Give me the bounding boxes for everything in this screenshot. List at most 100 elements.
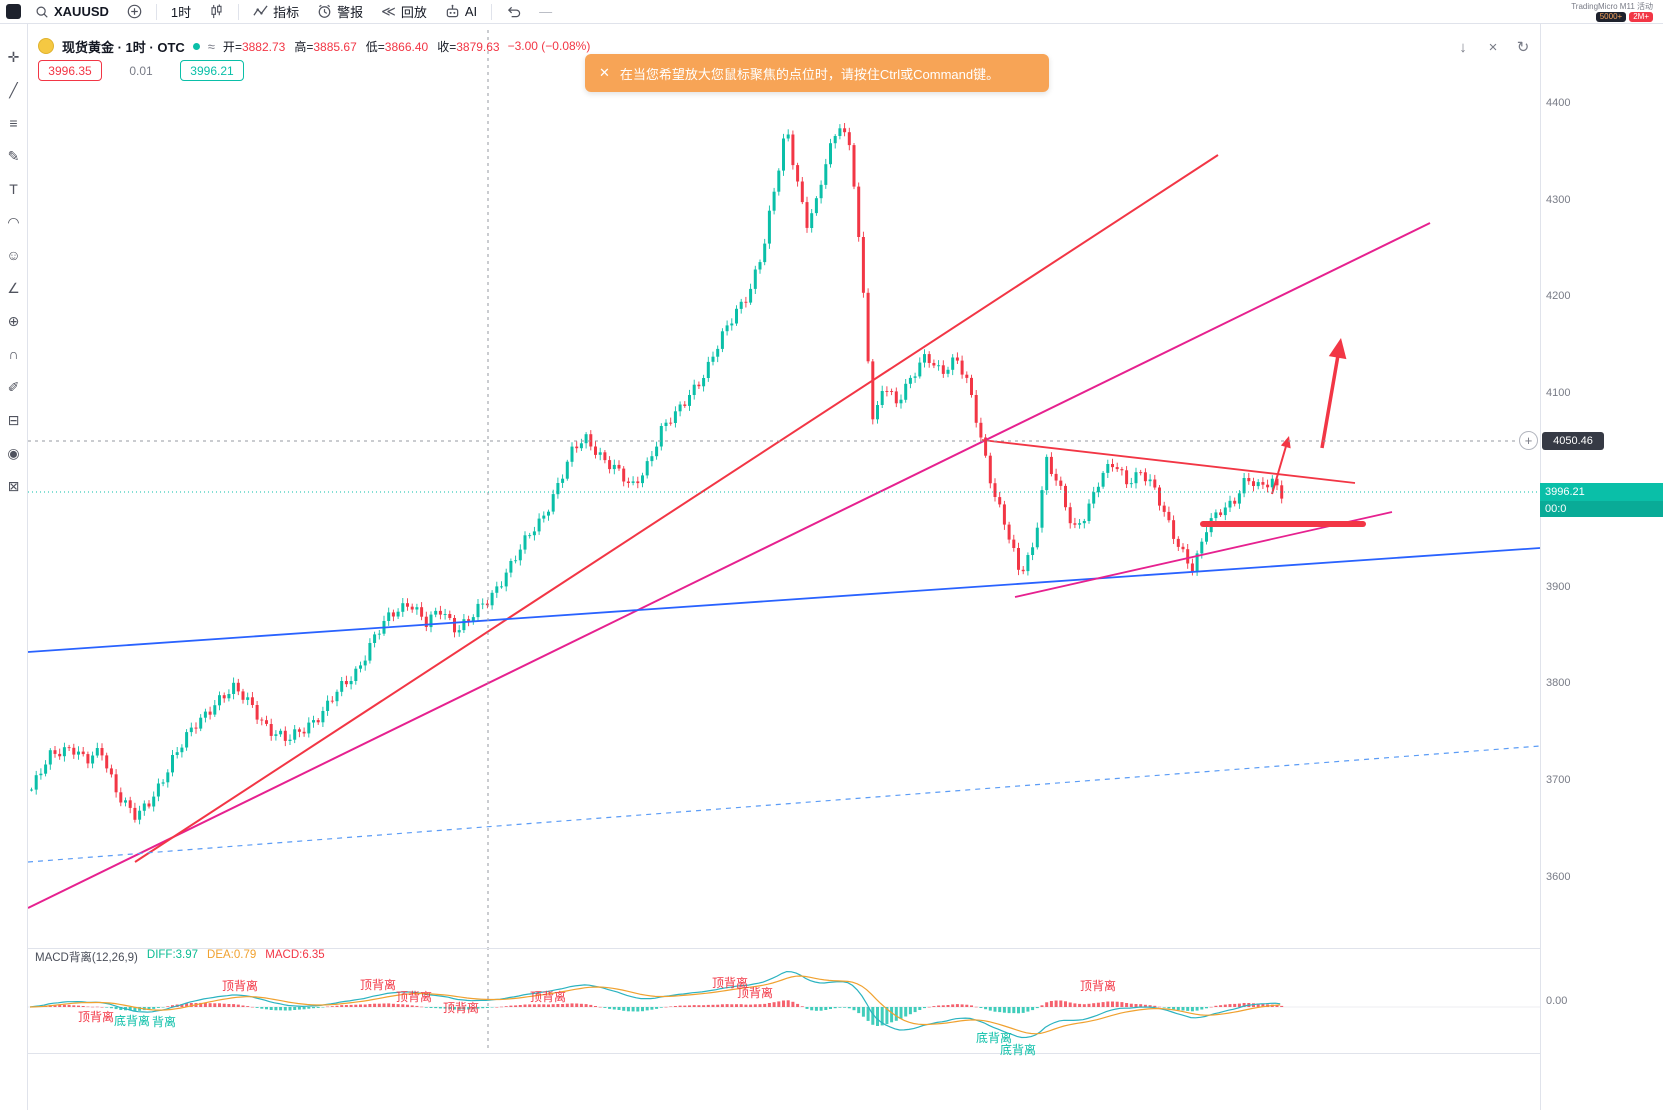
notification-banner: ✕ 在当您希望放大您鼠标聚焦的点位时，请按住Ctrl或Command键。 xyxy=(585,54,1049,92)
alert-button[interactable]: 警报 xyxy=(313,2,367,21)
ohlc-values: 开=3882.73 高=3885.67 低=3866.40 收=3879.63 xyxy=(222,39,500,54)
indicators-icon xyxy=(253,4,268,19)
arrow-head xyxy=(1280,436,1291,449)
pane-separator[interactable] xyxy=(28,948,1663,949)
macd-diff-value: DIFF:3.97 xyxy=(146,949,199,961)
app-logo[interactable] xyxy=(6,4,21,19)
replay-icon: ≪ xyxy=(381,3,396,19)
pane-separator[interactable] xyxy=(28,1053,1663,1054)
crosshair-tool-icon[interactable]: ✛ xyxy=(7,48,20,65)
brand-text: TradingMicro M11 活动 xyxy=(1571,1,1653,11)
pane-controls: ↓ × ↻ xyxy=(1452,36,1534,58)
buy-button[interactable]: 3996.21 xyxy=(180,60,244,81)
draw-mode-icon[interactable]: ✐ xyxy=(7,378,20,395)
chart-title[interactable]: 现货黄金 · 1时 · OTC xyxy=(62,39,185,55)
drawing-toolbar: ✛ ╱ ≡ ✎ T ◠ ☺ ∠ ⊕ ∩ ✐ ⊟ ◉ ⊠ xyxy=(0,24,28,1110)
price-axis-label: 3700 xyxy=(1546,773,1571,786)
wedge-support-magenta[interactable] xyxy=(1014,511,1393,598)
top-divergence-label: 顶背离 xyxy=(737,986,774,1000)
market-open-dot xyxy=(192,42,200,50)
top-divergence-label: 顶背离 xyxy=(530,990,567,1004)
banner-text: 在当您希望放大您鼠标聚焦的点位时，请按住Ctrl或Command键。 xyxy=(619,66,1000,82)
price-axis-label: 4200 xyxy=(1546,290,1571,303)
top-divergence-label: 顶背离 xyxy=(78,1010,115,1024)
interval-button[interactable]: 1时 xyxy=(170,5,192,20)
trendline-tool-icon[interactable]: ╱ xyxy=(9,81,18,98)
pattern-tool-icon[interactable]: ◠ xyxy=(7,213,20,230)
arrow-head xyxy=(1328,338,1347,360)
macd-zero-label: 0.00 xyxy=(1546,995,1568,1007)
toolbar-divider xyxy=(155,3,157,20)
reset-zoom-icon[interactable]: ↻ xyxy=(1516,39,1530,56)
bottom-divergence-label: 背离 xyxy=(152,1015,177,1029)
magnet-tool-icon[interactable]: ∩ xyxy=(8,346,19,362)
trend-line-blue-dashed[interactable] xyxy=(27,745,1541,863)
top-divergence-label: 顶背离 xyxy=(360,978,397,992)
brush-tool-icon[interactable]: ✎ xyxy=(7,147,20,164)
eye-tool-icon[interactable]: ◉ xyxy=(7,444,20,461)
macd-legend[interactable]: MACD背离(12,26,9) DIFF:3.97 DEA:0.79 MACD:… xyxy=(35,949,325,965)
promo-area[interactable]: TradingMicro M11 活动 5000+ 2M+ xyxy=(1571,2,1657,22)
macd-dea-value: DEA:0.79 xyxy=(207,949,257,961)
top-divergence-label: 顶背离 xyxy=(222,979,259,993)
indicators-button[interactable]: 指标 xyxy=(249,2,303,21)
download-icon[interactable]: ↓ xyxy=(1459,38,1467,56)
support-line-red[interactable] xyxy=(134,154,1219,863)
symbol-logo xyxy=(38,38,54,54)
replay-button[interactable]: ≪ 回放 xyxy=(381,3,427,20)
bottom-divergence-label: 底背离 xyxy=(114,1014,151,1028)
emoji-tool-icon[interactable]: ☺ xyxy=(6,247,21,263)
price-axis[interactable] xyxy=(1540,24,1663,1110)
price-axis-label: 3900 xyxy=(1546,580,1571,593)
trash-tool-icon[interactable]: ⊠ xyxy=(7,477,20,494)
symbol-search[interactable]: XAUUSD xyxy=(31,4,113,19)
fib-tool-icon[interactable]: ≡ xyxy=(9,115,18,131)
banner-close-icon[interactable]: ✕ xyxy=(599,65,610,80)
macd-hist-value: MACD:6.35 xyxy=(265,949,325,961)
trend-line-blue[interactable] xyxy=(27,547,1541,653)
price-axis-label: 4300 xyxy=(1546,193,1571,206)
change-value: −3.00 (−0.08%) xyxy=(507,39,591,53)
promo-badge-dark[interactable]: 5000+ xyxy=(1595,11,1627,22)
last-price-chip: 3996.21 00:0 xyxy=(1540,483,1663,517)
crosshair-price-chip: 4050.46 xyxy=(1542,432,1604,450)
text-tool-icon[interactable]: T xyxy=(9,181,18,197)
close-icon[interactable]: × xyxy=(1488,38,1498,56)
lock-tool-icon[interactable]: ⊟ xyxy=(7,411,20,428)
trade-widget: 3996.35 0.01 3996.21 xyxy=(38,60,244,81)
zoom-tool-icon[interactable]: ⊕ xyxy=(7,312,20,329)
bottom-divergence-label: 底背离 xyxy=(1000,1043,1037,1057)
price-axis-label: 4100 xyxy=(1546,387,1571,400)
toolbar-divider xyxy=(491,3,493,20)
trend-lines[interactable] xyxy=(27,154,1541,909)
support-line-magenta[interactable] xyxy=(27,222,1431,909)
crosshair xyxy=(28,30,1540,1050)
approx-symbol: ≈ xyxy=(207,38,215,54)
up-arrow xyxy=(1320,348,1341,449)
redo-button-disabled[interactable]: — xyxy=(539,4,553,19)
axis-zoom-plus-icon[interactable]: + xyxy=(1519,431,1538,450)
top-toolbar: XAUUSD 1时 指标 警报 ≪ 回放 xyxy=(0,0,1663,24)
bar-countdown: 00:0 xyxy=(1540,501,1663,517)
sell-button[interactable]: 3996.35 xyxy=(38,60,102,81)
macd-title[interactable]: MACD背离(12,26,9) xyxy=(35,952,138,964)
candlestick-series xyxy=(30,123,1284,825)
top-divergence-label: 顶背离 xyxy=(1080,979,1117,993)
candles-icon xyxy=(209,4,224,19)
ai-button[interactable]: AI xyxy=(441,4,481,19)
chart-style-button[interactable] xyxy=(205,4,228,19)
chart-legend[interactable]: 现货黄金 · 1时 · OTC ≈ 开=3882.73 高=3885.67 低=… xyxy=(38,36,590,56)
annotations[interactable] xyxy=(1200,338,1366,527)
price-axis-label: 3800 xyxy=(1546,677,1571,690)
measure-tool-icon[interactable]: ∠ xyxy=(7,279,20,296)
undo-button[interactable] xyxy=(502,4,525,19)
ai-robot-icon xyxy=(445,4,460,19)
symbol-name: XAUUSD xyxy=(54,4,109,19)
resistance-line-red[interactable] xyxy=(981,439,1356,484)
alert-clock-icon xyxy=(317,4,332,19)
compare-add-button[interactable] xyxy=(123,4,146,19)
promo-badge-red[interactable]: 2M+ xyxy=(1629,11,1653,22)
last-price-value: 3996.21 xyxy=(1540,483,1663,501)
